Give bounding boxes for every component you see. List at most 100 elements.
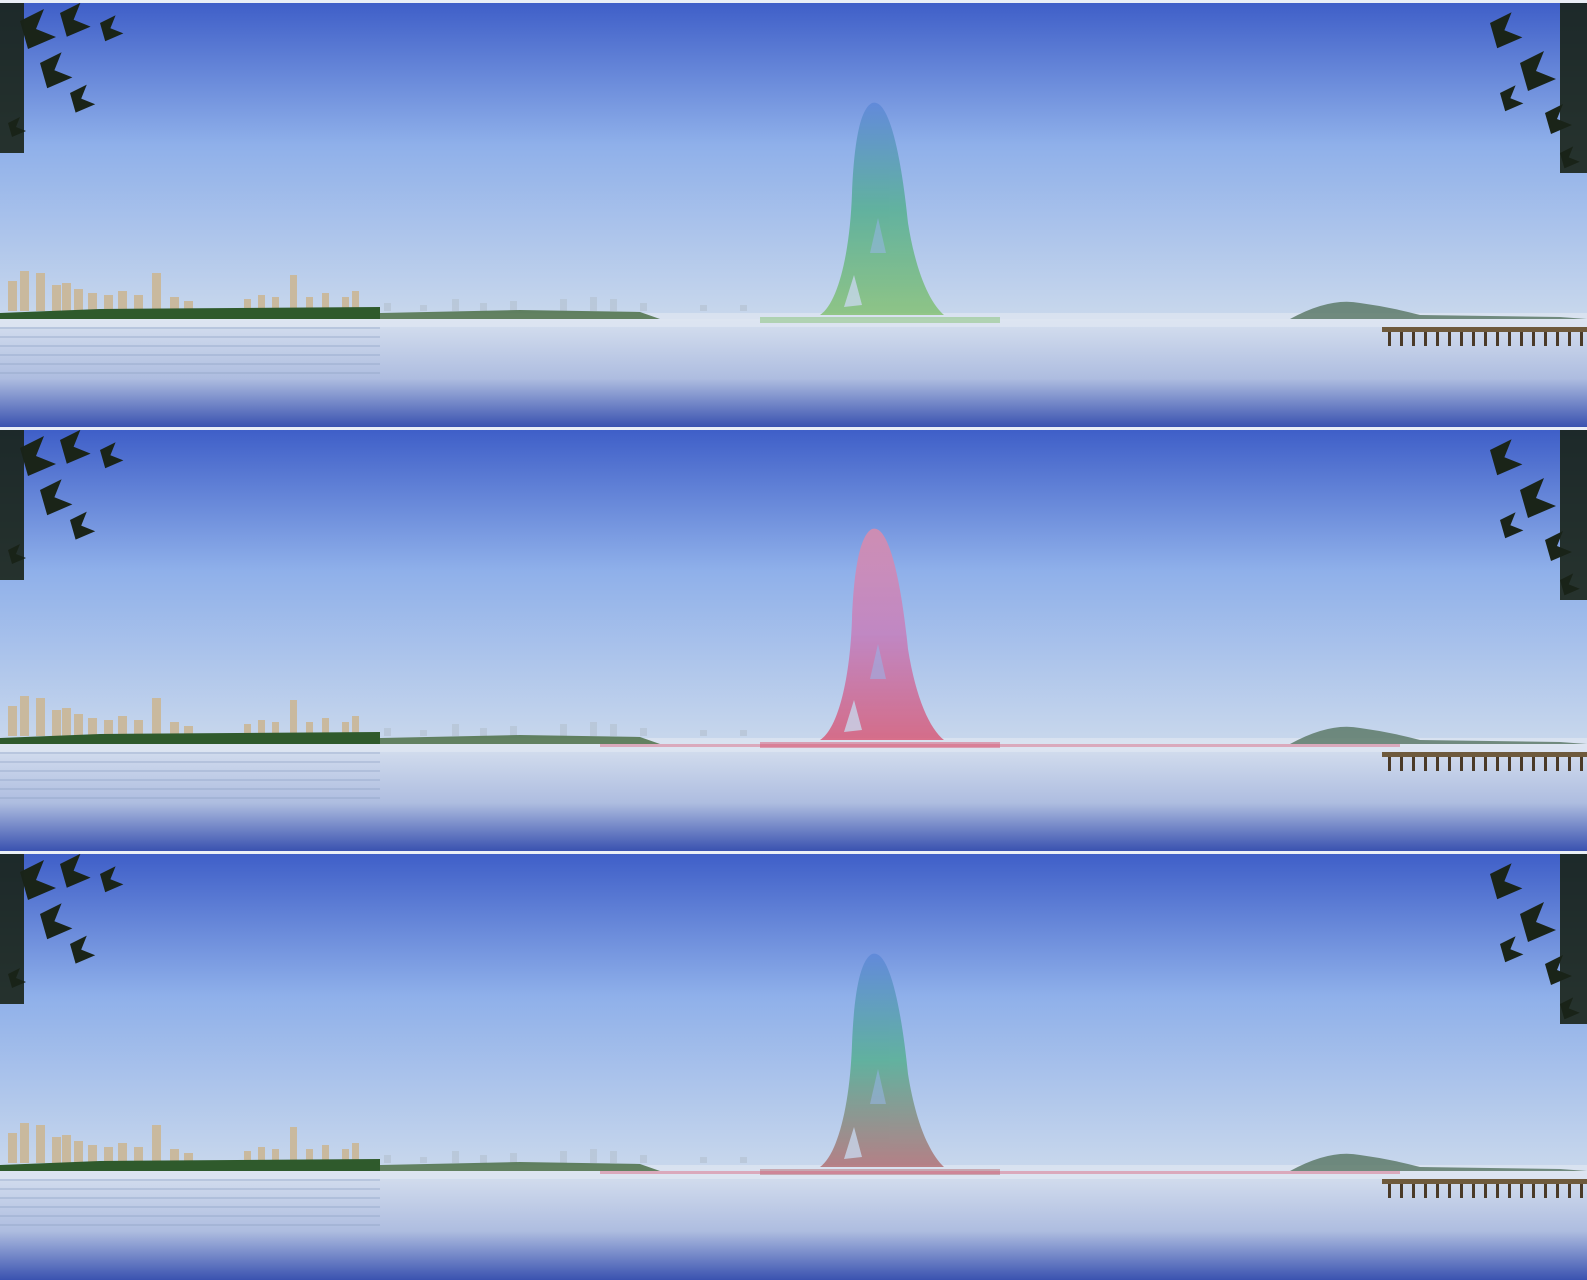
building: [62, 708, 71, 736]
building: [342, 1149, 349, 1163]
panel-divider: [0, 427, 1587, 430]
building: [740, 730, 747, 736]
pier-post: [1484, 332, 1487, 346]
leaf: [1520, 478, 1556, 518]
building: [8, 1133, 17, 1163]
building: [610, 299, 617, 311]
panorama-svg: [0, 854, 1587, 1280]
water-reflection: [0, 1188, 380, 1190]
water-reflection: [0, 761, 380, 763]
building: [560, 299, 567, 311]
tower-base: [760, 1169, 1000, 1175]
water-reflection: [0, 1197, 380, 1199]
building: [184, 301, 193, 311]
tower-opening: [870, 644, 886, 679]
building: [272, 1149, 279, 1163]
pier-post: [1436, 332, 1439, 346]
building: [306, 297, 313, 311]
building: [52, 710, 61, 736]
pier-post: [1484, 1184, 1487, 1198]
pier-post: [1412, 332, 1415, 346]
building: [480, 728, 487, 736]
leaf: [1490, 12, 1523, 49]
building: [244, 1151, 251, 1163]
building: [510, 1153, 517, 1163]
pier-post: [1496, 332, 1499, 346]
pier-post: [1448, 1184, 1451, 1198]
pier-post: [1532, 332, 1535, 346]
building: [244, 299, 251, 311]
water-reflection: [0, 345, 380, 347]
water-reflection: [0, 797, 380, 799]
building: [20, 696, 29, 736]
building: [74, 289, 83, 311]
tree-line-left: [0, 307, 380, 319]
water-reflection: [0, 1206, 380, 1208]
pier-post: [1568, 757, 1571, 771]
pier-post: [1508, 332, 1511, 346]
pier-post: [1520, 757, 1523, 771]
pier-post: [1448, 332, 1451, 346]
pier-post: [1472, 757, 1475, 771]
building: [510, 301, 517, 311]
branch: [1560, 3, 1587, 173]
building: [590, 1149, 597, 1163]
foreground-leaves-left: [0, 430, 124, 580]
building: [420, 730, 427, 736]
tree-line-island: [380, 310, 660, 319]
pier-post: [1460, 1184, 1463, 1198]
pier-post: [1568, 332, 1571, 346]
pier-deck: [1382, 327, 1587, 332]
pier-post: [1400, 332, 1403, 346]
wooden-pier: [1382, 327, 1587, 346]
building: [342, 722, 349, 736]
tower-opening: [870, 218, 886, 253]
building: [420, 305, 427, 311]
building: [258, 295, 265, 311]
water-reflection: [0, 752, 380, 754]
pier-post: [1556, 757, 1559, 771]
building: [8, 706, 17, 736]
water-reflection: [0, 788, 380, 790]
wooden-pier: [1382, 1179, 1587, 1198]
building: [640, 1155, 647, 1163]
building: [170, 297, 179, 311]
building: [590, 722, 597, 736]
building: [452, 299, 459, 311]
building: [480, 303, 487, 311]
pier-post: [1424, 1184, 1427, 1198]
building: [290, 700, 297, 736]
foreground-leaves-right: [1490, 854, 1587, 1024]
pier-post: [1424, 332, 1427, 346]
sky: [0, 854, 1587, 1171]
foreground-leaves-left: [0, 854, 124, 1004]
building: [134, 1147, 143, 1163]
water-reflection: [0, 372, 380, 374]
sky: [0, 3, 1587, 319]
building: [62, 1135, 71, 1163]
building: [560, 724, 567, 736]
tower-sculpture: [760, 102, 1000, 323]
leaf: [70, 511, 96, 540]
building: [700, 730, 707, 736]
left-skyline: [8, 696, 747, 736]
water-reflection: [0, 1224, 380, 1226]
building: [306, 1149, 313, 1163]
leaf: [70, 935, 96, 964]
building: [384, 1155, 391, 1163]
tower-base: [760, 742, 1000, 748]
building: [342, 297, 349, 311]
panel-divider: [0, 851, 1587, 854]
building: [118, 1143, 127, 1163]
leaf: [100, 442, 124, 469]
tree-line-island: [380, 735, 660, 744]
building: [134, 720, 143, 736]
building: [184, 1153, 193, 1163]
foreground-leaves-right: [1490, 3, 1587, 173]
tree-line-left: [0, 732, 380, 744]
building: [74, 1141, 83, 1163]
pier-post: [1568, 1184, 1571, 1198]
tower-opening: [844, 275, 862, 307]
leaf: [40, 52, 73, 89]
pier-post: [1472, 332, 1475, 346]
